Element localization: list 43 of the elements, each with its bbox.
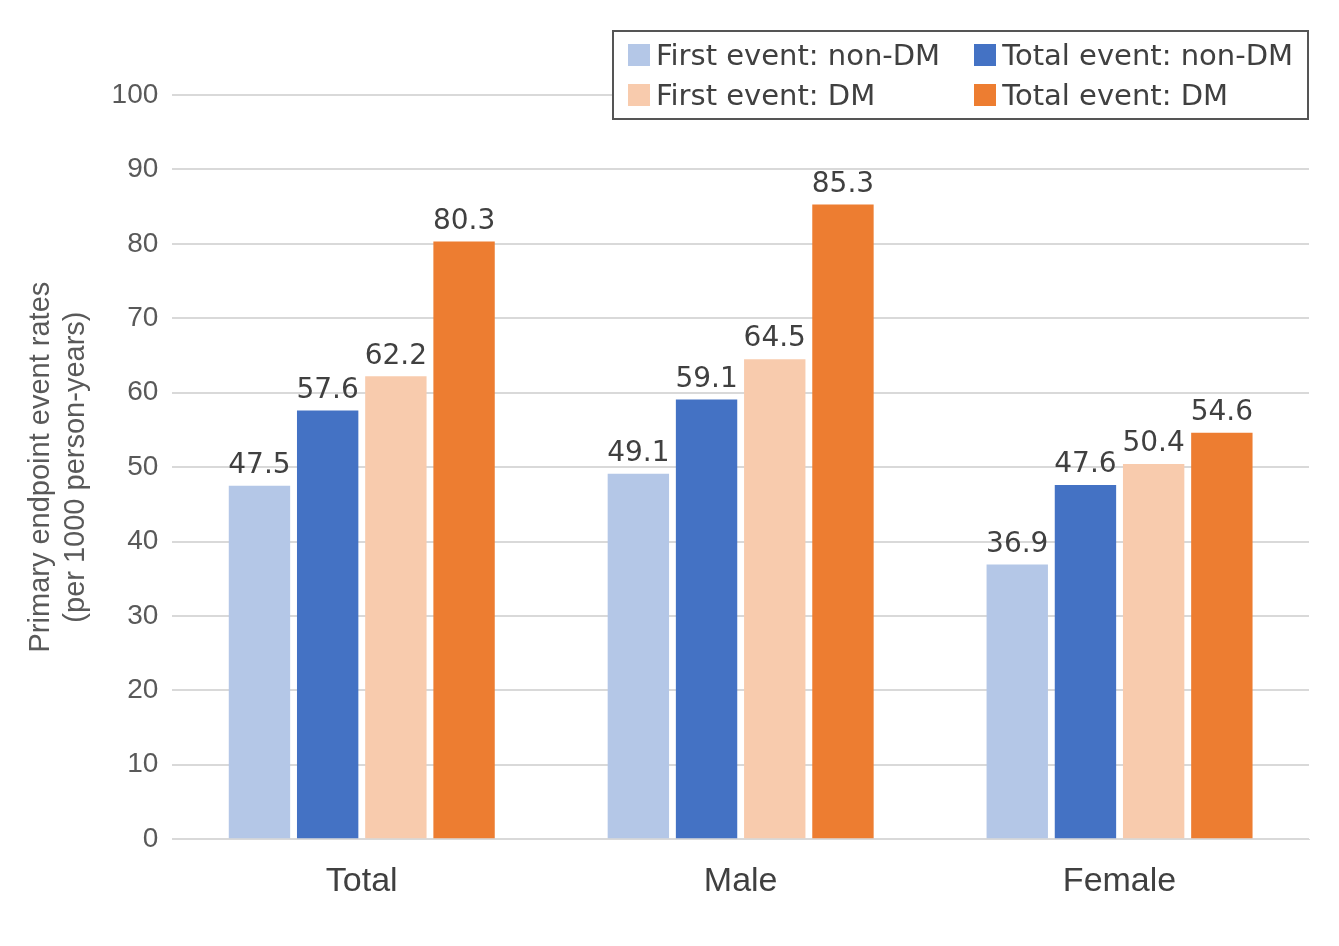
bar bbox=[607, 473, 670, 839]
bar bbox=[744, 359, 806, 839]
y-tick-label: 30 bbox=[127, 598, 159, 630]
data-label: 64.5 bbox=[743, 320, 806, 354]
x-tick-label: Total bbox=[325, 859, 398, 898]
bar bbox=[228, 485, 291, 839]
data-label: 49.1 bbox=[607, 435, 670, 469]
legend-label: First event: non-DM bbox=[655, 38, 941, 72]
y-tick-label: 50 bbox=[127, 449, 159, 481]
data-label: 80.3 bbox=[432, 202, 496, 236]
bar bbox=[433, 241, 495, 839]
data-label: 62.2 bbox=[364, 337, 428, 371]
data-label: 59.1 bbox=[675, 360, 738, 394]
data-label: 47.6 bbox=[1054, 446, 1117, 480]
y-tick-label: 100 bbox=[111, 77, 159, 109]
bar bbox=[365, 376, 427, 839]
y-tick-label: 10 bbox=[127, 747, 159, 779]
legend-label: First event: DM bbox=[655, 78, 876, 112]
bar bbox=[675, 399, 738, 839]
bar bbox=[1054, 484, 1117, 839]
data-label: 36.9 bbox=[986, 525, 1049, 559]
y-tick-label: 20 bbox=[127, 673, 159, 705]
data-label: 54.6 bbox=[1190, 394, 1254, 428]
bar bbox=[986, 564, 1048, 839]
y-tick-label: 40 bbox=[127, 524, 159, 556]
x-tick-label: Female bbox=[1062, 859, 1177, 898]
y-tick-label: 60 bbox=[127, 375, 159, 407]
data-label: 47.5 bbox=[228, 446, 291, 480]
y-axis-title: Primary endpoint event rates (per 1000 person-years) bbox=[23, 281, 91, 653]
bar bbox=[1122, 464, 1185, 839]
y-tick-label: 90 bbox=[127, 152, 159, 184]
legend-label: Total event: non-DM bbox=[1002, 38, 1293, 72]
data-label: 57.6 bbox=[296, 371, 359, 405]
y-tick-label: 70 bbox=[127, 300, 159, 332]
bar bbox=[1191, 432, 1253, 839]
bar bbox=[812, 204, 874, 839]
data-label: 50.4 bbox=[1122, 425, 1185, 459]
y-tick-label: 0 bbox=[142, 821, 159, 853]
y-tick-label: 80 bbox=[127, 226, 159, 258]
bar bbox=[296, 410, 359, 839]
legend-label: Total event: DM bbox=[1002, 78, 1229, 112]
data-label: 85.3 bbox=[811, 165, 875, 199]
x-tick-label: Male bbox=[703, 859, 778, 898]
